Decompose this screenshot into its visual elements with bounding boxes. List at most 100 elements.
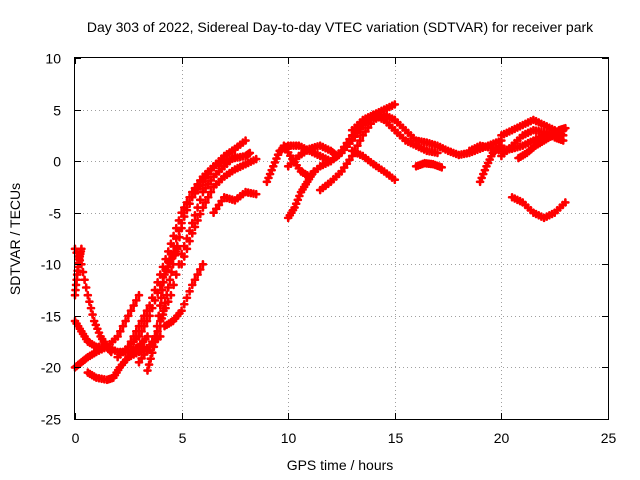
data-point <box>177 236 194 269</box>
data-point <box>209 174 226 192</box>
grid <box>75 58 608 419</box>
data-point <box>166 216 184 248</box>
x-tick-label: 5 <box>179 430 187 446</box>
data-point <box>198 164 216 181</box>
y-tick-label: -20 <box>41 360 61 376</box>
data-point <box>401 125 418 143</box>
data-point <box>507 133 525 150</box>
data-point <box>166 247 181 264</box>
data-point <box>177 287 194 315</box>
data-point <box>390 175 400 185</box>
plot-frame <box>74 57 609 420</box>
data-point <box>296 180 311 197</box>
data-point <box>134 316 152 341</box>
data-point <box>124 296 141 321</box>
data-point <box>288 154 304 173</box>
data-point <box>518 198 536 215</box>
series-track-24 <box>475 141 506 187</box>
data-point <box>145 278 162 310</box>
data-point <box>77 244 86 254</box>
data-point <box>77 327 91 344</box>
data-point <box>109 365 123 383</box>
data-point <box>290 191 304 212</box>
data-point <box>337 139 354 158</box>
data-point <box>134 346 152 367</box>
series-group <box>70 100 570 385</box>
series-track-25 <box>497 115 568 140</box>
data-point <box>283 205 298 223</box>
series-track-21 <box>390 115 506 160</box>
axis-ticks: 0 5 10 15 20 25 -25 -20 -15 -10 -5 0 5 10 <box>41 51 617 447</box>
data-point <box>70 275 81 300</box>
data-point <box>488 143 504 158</box>
data-point <box>143 348 157 375</box>
data-point <box>241 136 250 145</box>
data-point <box>177 192 194 218</box>
data-point <box>187 195 205 228</box>
y-tick-label: -5 <box>49 206 62 222</box>
chart-title: Day 303 of 2022, Sidereal Day-to-day VTE… <box>87 19 594 35</box>
series-track-28 <box>507 192 570 223</box>
data-point <box>187 265 205 290</box>
data-point <box>315 179 333 195</box>
data-point <box>143 332 152 341</box>
series-track-20 <box>347 146 400 185</box>
data-point <box>198 259 208 269</box>
data-point <box>268 150 283 171</box>
data-point <box>390 125 408 143</box>
data-point <box>219 166 237 181</box>
x-tick-label: 25 <box>601 430 617 446</box>
data-point <box>149 311 163 352</box>
series-track-22 <box>411 158 447 172</box>
series-track-10 <box>155 151 240 326</box>
data-point <box>89 316 104 337</box>
x-tick-label: 10 <box>281 430 297 446</box>
data-point <box>209 154 226 171</box>
data-point <box>251 154 261 164</box>
data-point <box>482 151 496 171</box>
data-point <box>305 164 322 181</box>
data-point <box>187 209 205 238</box>
data-point <box>177 223 186 233</box>
data-point <box>230 138 248 154</box>
data-point <box>209 164 226 181</box>
data-point <box>558 136 568 145</box>
data-point <box>522 143 538 158</box>
data-point <box>497 141 506 150</box>
data-point <box>187 176 205 197</box>
data-point <box>245 148 255 158</box>
data-point <box>251 189 261 199</box>
data-point <box>209 196 226 218</box>
data-point <box>219 146 237 161</box>
data-point <box>134 290 144 300</box>
data-point <box>497 143 514 161</box>
data-point <box>337 155 354 176</box>
data-point <box>390 115 408 132</box>
data-point <box>358 119 376 140</box>
y-tick-label: -25 <box>41 412 61 428</box>
data-point <box>433 148 442 158</box>
y-tick-label: 0 <box>53 154 61 170</box>
data-point <box>198 176 216 197</box>
x-axis-label: GPS time / hours <box>287 457 394 473</box>
series-track-19 <box>347 110 442 158</box>
data-point <box>113 345 130 362</box>
data-point <box>326 169 344 187</box>
data-point <box>173 244 182 254</box>
x-tick-label: 0 <box>72 430 80 446</box>
data-point <box>230 189 248 205</box>
series-track-27 <box>514 123 570 163</box>
y-axis-label: SDTVAR / TECUs <box>7 183 23 295</box>
x-tick-label: 15 <box>388 430 404 446</box>
series-track-09 <box>143 244 182 375</box>
data-point <box>437 163 447 172</box>
data-point <box>155 278 168 310</box>
data-point <box>115 355 131 372</box>
data-point <box>177 226 194 259</box>
data-point <box>294 146 312 161</box>
data-point <box>390 100 400 109</box>
series-track-12 <box>177 154 261 269</box>
data-point <box>160 258 174 279</box>
data-point <box>347 124 365 145</box>
